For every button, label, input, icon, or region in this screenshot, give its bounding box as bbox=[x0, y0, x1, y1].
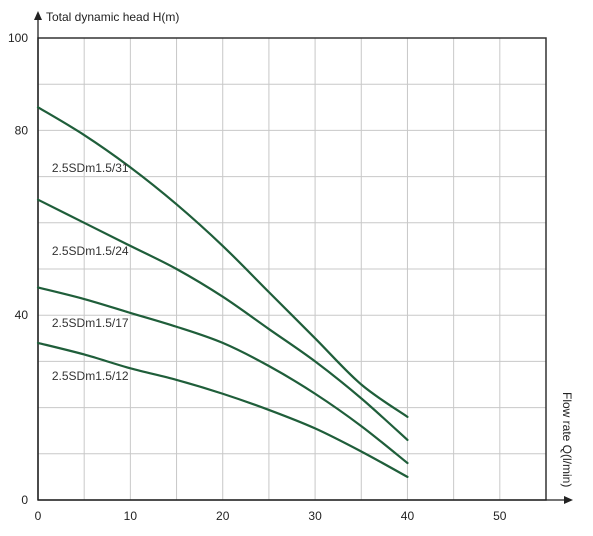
series-label: 2.5SDm1.5/24 bbox=[52, 244, 129, 258]
series-curve bbox=[36, 106, 409, 418]
y-axis-title: Total dynamic head H(m) bbox=[46, 10, 179, 24]
x-tick-label: 50 bbox=[493, 509, 507, 523]
y-tick-label: 0 bbox=[21, 493, 28, 507]
x-tick-label: 20 bbox=[216, 509, 230, 523]
x-tick-label: 0 bbox=[35, 509, 42, 523]
series-labels: 2.5SDm1.5/31 2.5SDm1.5/24 2.5SDm1.5/17 2.5S… bbox=[52, 161, 129, 383]
x-tick-label: 30 bbox=[308, 509, 322, 523]
grid bbox=[38, 38, 546, 500]
x-axis-title: Flow rate Q(l/min) bbox=[560, 392, 574, 487]
y-tick-label: 100 bbox=[8, 31, 28, 45]
x-axis-arrow bbox=[564, 496, 573, 504]
x-tick-labels: 0 10 20 30 40 50 bbox=[35, 509, 507, 523]
series-label: 2.5SDm1.5/12 bbox=[52, 369, 129, 383]
y-tick-labels: 0 40 80 100 bbox=[8, 31, 28, 507]
series-curve bbox=[36, 341, 409, 478]
series-curves bbox=[36, 106, 409, 478]
y-axis-arrow bbox=[34, 11, 42, 20]
series-label: 2.5SDm1.5/17 bbox=[52, 316, 129, 330]
series-curve bbox=[36, 198, 409, 442]
y-tick-label: 80 bbox=[15, 123, 29, 137]
series-label: 2.5SDm1.5/31 bbox=[52, 161, 129, 175]
x-tick-label: 10 bbox=[124, 509, 138, 523]
y-tick-label: 40 bbox=[15, 308, 29, 322]
x-tick-label: 40 bbox=[401, 509, 415, 523]
series-curve bbox=[36, 286, 409, 465]
